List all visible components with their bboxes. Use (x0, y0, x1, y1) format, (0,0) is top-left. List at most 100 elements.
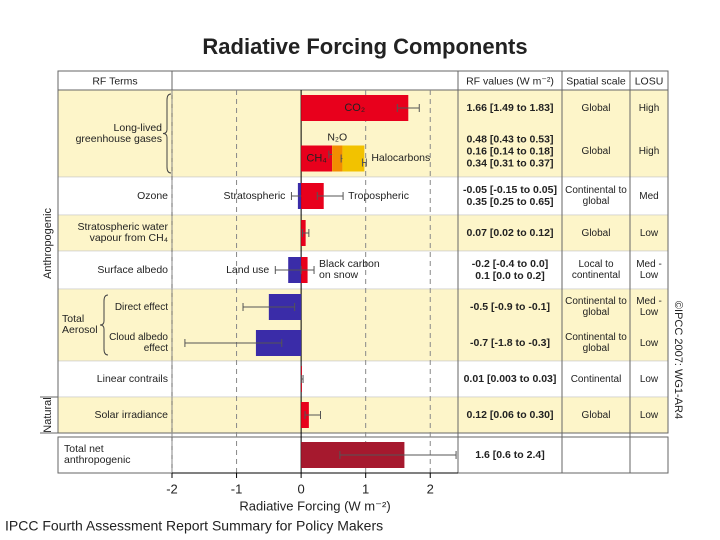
error-bar (396, 104, 420, 112)
frame (57, 70, 669, 434)
spatial-scale: Continental to global (565, 185, 627, 207)
row-term: Ozone (137, 189, 168, 202)
spatial-scale: Global (581, 227, 611, 239)
error-bar (301, 229, 310, 237)
x-tick-label: 2 (427, 481, 434, 496)
sub-term-box: Direct effect (114, 301, 168, 313)
header-label: LOSU (635, 75, 664, 87)
rf-value: -0.05 [-0.15 to 0.05] (463, 184, 557, 196)
rf-value: -0.7 [-1.8 to -0.3] (470, 337, 550, 349)
error-bar (361, 158, 367, 167)
bar-label-box: Halocarbons (371, 153, 430, 164)
losu-box: Med - Low (636, 296, 662, 318)
bar-label: Black carbon on snow (319, 258, 380, 281)
spatial-scale: Continental (570, 373, 622, 385)
error-bar (184, 339, 283, 347)
bar-label: N₂O (327, 131, 347, 143)
row-term-box: Total net anthropogenic (64, 444, 131, 466)
spatial-scale-box: Continental (570, 373, 622, 385)
error-bar (300, 375, 304, 383)
spatial-scale-box: Global (581, 102, 611, 114)
brace (99, 294, 109, 356)
error-bar (316, 192, 344, 200)
x-tick-label: 0 (298, 481, 305, 496)
rf-value: -0.5 [-0.9 to -0.1] (470, 301, 550, 313)
losu: High (638, 146, 660, 157)
bar (332, 145, 343, 172)
sub-term: Direct effect (114, 301, 168, 313)
sub-term: Cloud albedo effect (109, 332, 168, 354)
losu-box: Med - Low (636, 259, 662, 281)
losu: Med - Low (636, 296, 662, 318)
bar-label: Land use (226, 263, 270, 276)
rf-value: -0.2 [-0.4 to 0.0] (472, 258, 548, 270)
row-term: Surface albedo (97, 263, 168, 276)
bar (301, 95, 409, 121)
row-term-box: Solar irradiance (94, 408, 168, 421)
error-bar (339, 451, 457, 459)
row-term-box: Linear contrails (97, 373, 168, 384)
losu-box: High (638, 146, 660, 157)
bar-label: Stratospheric (223, 189, 286, 202)
chart-title: Radiative Forcing Components (202, 34, 527, 59)
header-label: RF values (W m⁻²) (466, 75, 554, 87)
section-label: Natural (42, 397, 54, 432)
losu-box: Low (639, 409, 659, 421)
x-axis-label: Radiative Forcing (W m⁻²) (239, 498, 390, 513)
bar (301, 183, 324, 209)
spatial-scale: Global (581, 409, 611, 421)
spatial-scale-box: Continental to global (565, 185, 627, 207)
row-background (57, 214, 669, 252)
losu-box: Low (640, 374, 658, 385)
x-tick-label: -1 (231, 481, 243, 496)
section-label: Anthropogenic (42, 208, 54, 279)
bar-label-box: Black carbon on snow (319, 258, 380, 281)
row-term-box: Ozone (137, 189, 168, 202)
spatial-scale-box: Continental to global (565, 332, 627, 354)
group-label-box: Long-lived greenhouse gases (76, 122, 162, 144)
rf-value: 0.01 [0.003 to 0.03] (464, 373, 557, 385)
brace (162, 93, 172, 174)
bar-label: CO₂ (344, 102, 365, 114)
rf-value: 1.6 [0.6 to 2.4] (475, 449, 544, 461)
spatial-scale: Global (581, 102, 611, 114)
error-bar (300, 266, 315, 274)
bar-label-box: Stratospheric (223, 189, 286, 202)
error-bar (304, 411, 321, 419)
losu: High (638, 102, 660, 114)
losu: Low (639, 337, 659, 349)
bar (342, 145, 365, 172)
losu: Med - Low (636, 259, 662, 281)
row-background (57, 288, 669, 362)
spatial-scale-box: Local to continental (571, 259, 621, 281)
losu-box: Low (639, 227, 659, 239)
rf-value: 0.12 [0.06 to 0.30] (467, 409, 554, 421)
spatial-scale: Continental to global (565, 332, 627, 354)
header-label: Spatial scale (566, 75, 626, 87)
losu-box: Low (639, 337, 659, 349)
x-tick-label: -2 (166, 481, 178, 496)
losu: Med (639, 190, 659, 202)
spatial-scale-box: Global (581, 146, 611, 157)
losu-box: High (638, 102, 660, 114)
bar-label-box: Land use (226, 263, 270, 276)
rf-value: 1.66 [1.49 to 1.83] (467, 102, 554, 114)
spatial-scale-box: Global (581, 409, 611, 421)
spatial-scale: Global (581, 146, 611, 157)
footer: IPCC Fourth Assessment Report Summary fo… (5, 518, 383, 534)
row-term-box: Stratospheric water vapour from CH₄ (77, 221, 168, 244)
row-term: Stratospheric water vapour from CH₄ (77, 221, 168, 244)
credit: ©IPCC 2007: WG1-AR4 (672, 301, 684, 419)
spatial-scale-box: Global (581, 227, 611, 239)
losu: Low (639, 409, 659, 421)
losu: Low (639, 227, 659, 239)
spatial-scale: Local to continental (571, 259, 621, 281)
error-bar (242, 303, 296, 311)
row-term: Solar irradiance (94, 408, 168, 421)
bar-label-box: Tropospheric (348, 190, 409, 201)
x-tick-label: 1 (362, 481, 369, 496)
sub-term-box: Cloud albedo effect (109, 332, 168, 354)
row-background (57, 250, 669, 290)
rf-value: 0.07 [0.02 to 0.12] (467, 227, 554, 239)
